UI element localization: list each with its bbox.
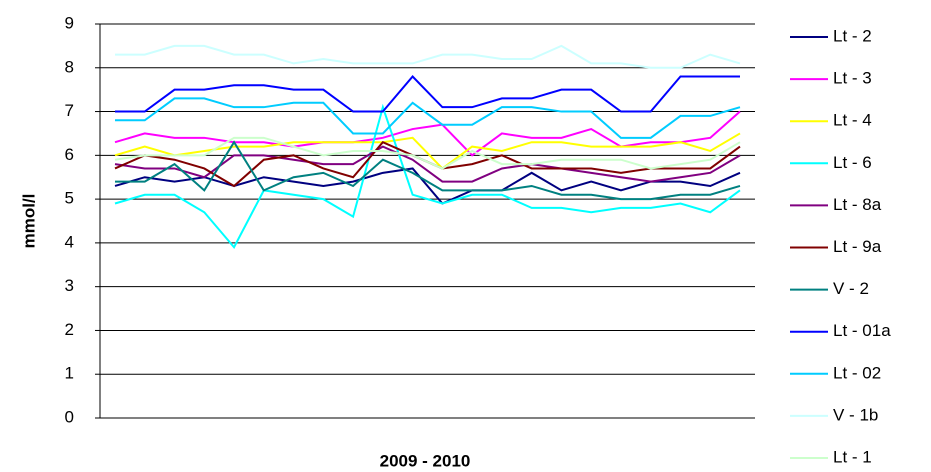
y-tick-label: 5 <box>65 189 74 208</box>
x-axis-title: 2009 - 2010 <box>380 451 471 470</box>
legend-label: Lt - 9a <box>833 237 882 256</box>
y-tick-label: 1 <box>65 364 74 383</box>
y-tick-label: 7 <box>65 101 74 120</box>
series-line <box>114 132 741 170</box>
y-tick-label: 8 <box>65 57 74 76</box>
y-axis-title: mmol/l <box>19 194 38 249</box>
series-line <box>115 97 741 139</box>
legend-label: Lt - 3 <box>833 69 872 88</box>
series-line <box>115 75 740 113</box>
legend-label: Lt - 2 <box>833 26 872 45</box>
series-line <box>115 44 741 69</box>
y-tick-label: 2 <box>65 320 74 339</box>
y-tick-label: 0 <box>65 407 74 426</box>
legend-label: Lt - 6 <box>833 153 872 172</box>
legend-label: V - 1b <box>833 405 878 424</box>
legend-label: Lt - 02 <box>833 363 881 382</box>
legend-label: V - 2 <box>833 279 869 298</box>
y-tick-label: 4 <box>65 232 74 251</box>
legend-label: Lt - 4 <box>833 111 872 130</box>
series-line <box>115 140 741 201</box>
y-tick-label: 9 <box>65 13 74 32</box>
series-line <box>114 136 741 170</box>
legend-label: Lt - 8a <box>833 195 882 214</box>
series-line <box>114 103 741 250</box>
legend-label: Lt - 1 <box>833 447 872 466</box>
legend-label: Lt - 01a <box>833 321 891 340</box>
y-tick-label: 6 <box>65 145 74 164</box>
series-line <box>114 110 741 157</box>
y-tick-label: 3 <box>65 276 74 295</box>
series-line <box>114 167 741 205</box>
